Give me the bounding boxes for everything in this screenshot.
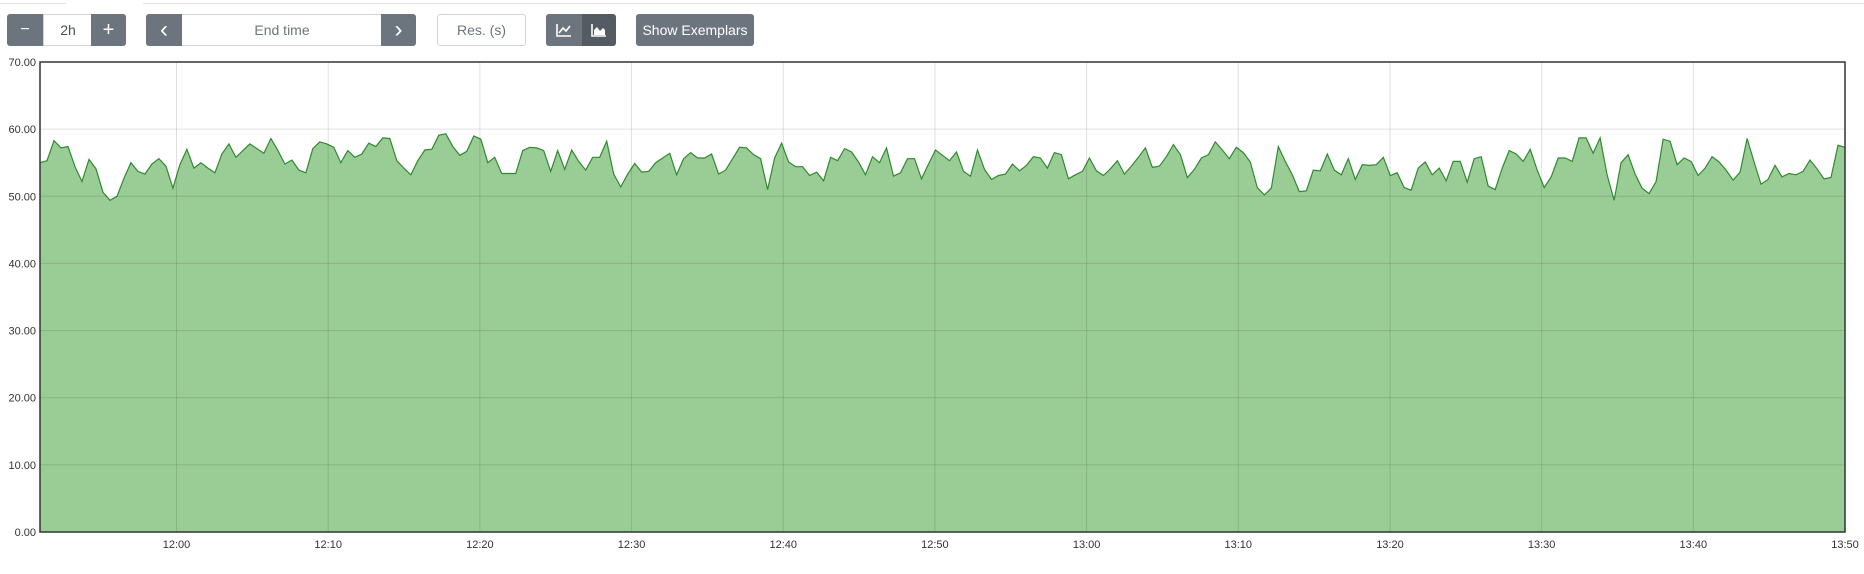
y-tick-label: 60.00 — [8, 124, 36, 136]
y-tick-label: 30.00 — [8, 326, 36, 338]
resolution-input[interactable]: Res. (s) — [437, 14, 526, 46]
line-chart-icon — [556, 24, 571, 37]
area-chart[interactable]: 0.00 10.00 20.00 30.00 40.00 50.00 60.00 70.00 1… — [0, 56, 1864, 556]
minus-icon: − — [20, 21, 30, 38]
graph-controls: − 2h + ‹ End time › Res. (s) Show Exempl… — [0, 0, 1864, 60]
series-line — [39, 133, 1846, 202]
decrease-range-button[interactable]: − — [7, 14, 43, 46]
chevron-left-icon: ‹ — [160, 16, 168, 43]
area-chart-icon — [591, 24, 606, 37]
plot-frame — [39, 61, 1846, 533]
x-tick-label: 12:20 — [466, 539, 494, 551]
tab-strip-border — [0, 0, 1864, 4]
series-area — [40, 133, 1845, 533]
x-tick-label: 13:20 — [1376, 539, 1404, 551]
stacked-chart-button[interactable] — [582, 14, 616, 46]
x-tick-label: 12:30 — [618, 539, 646, 551]
end-time-placeholder: End time — [254, 22, 310, 38]
y-tick-label: 70.00 — [8, 57, 36, 69]
end-time-input[interactable]: End time — [182, 14, 382, 46]
chevron-right-icon: › — [394, 16, 403, 43]
x-tick-label: 12:40 — [769, 539, 797, 551]
show-exemplars-button[interactable]: Show Exemplars — [636, 14, 754, 46]
previous-time-button[interactable]: ‹ — [146, 14, 182, 46]
show-exemplars-label: Show Exemplars — [642, 22, 748, 38]
y-tick-label: 50.00 — [8, 191, 36, 203]
x-tick-label: 13:50 — [1831, 539, 1859, 551]
plus-icon: + — [102, 18, 115, 41]
increase-range-button[interactable]: + — [91, 14, 126, 46]
range-value: 2h — [60, 22, 76, 38]
x-tick-label: 13:00 — [1073, 539, 1101, 551]
y-tick-label: 0.00 — [15, 527, 36, 539]
y-tick-label: 20.00 — [8, 393, 36, 405]
x-tick-label: 13:30 — [1528, 539, 1556, 551]
next-time-button[interactable]: › — [381, 14, 416, 46]
x-tick-label: 12:00 — [163, 539, 191, 551]
unstacked-chart-button[interactable] — [546, 14, 582, 46]
y-tick-label: 10.00 — [8, 460, 36, 472]
x-tick-label: 13:10 — [1225, 539, 1253, 551]
range-input[interactable]: 2h — [43, 14, 93, 46]
x-tick-label: 12:50 — [921, 539, 949, 551]
x-tick-label: 13:40 — [1680, 539, 1708, 551]
x-tick-label: 12:10 — [314, 539, 342, 551]
resolution-placeholder: Res. (s) — [457, 22, 506, 38]
y-tick-label: 40.00 — [8, 258, 36, 270]
